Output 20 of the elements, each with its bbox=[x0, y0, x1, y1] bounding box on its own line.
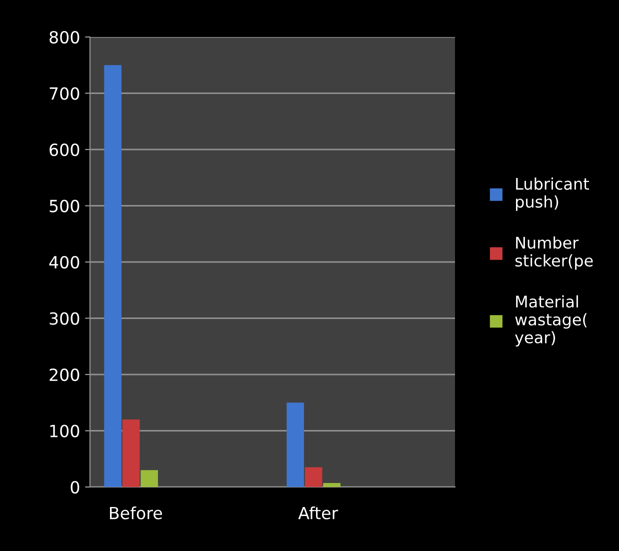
y-tick-label: 200 bbox=[50, 368, 80, 382]
bar bbox=[286, 402, 304, 487]
y-tick-label: 500 bbox=[50, 200, 80, 212]
y-tick-label: 100 bbox=[50, 424, 80, 438]
bar bbox=[104, 65, 122, 487]
x-tick-label: After bbox=[298, 506, 338, 520]
y-tick-label: 300 bbox=[50, 312, 80, 325]
bar bbox=[304, 467, 322, 487]
y-tick-label: 600 bbox=[50, 143, 80, 156]
bar bbox=[140, 470, 158, 487]
legend-label: Lubricant push) bbox=[516, 177, 590, 211]
bar bbox=[122, 420, 140, 487]
legend-label: Material wastage( year) bbox=[515, 295, 587, 347]
legend-label: Number sticker(pe bbox=[515, 236, 593, 270]
x-tick-label: Before bbox=[110, 506, 162, 520]
bar bbox=[323, 483, 340, 487]
y-tick-label: 700 bbox=[50, 87, 80, 100]
y-tick-label: 400 bbox=[49, 256, 80, 269]
y-tick-label: 800 bbox=[50, 30, 80, 44]
y-tick-label: 0 bbox=[70, 480, 80, 494]
